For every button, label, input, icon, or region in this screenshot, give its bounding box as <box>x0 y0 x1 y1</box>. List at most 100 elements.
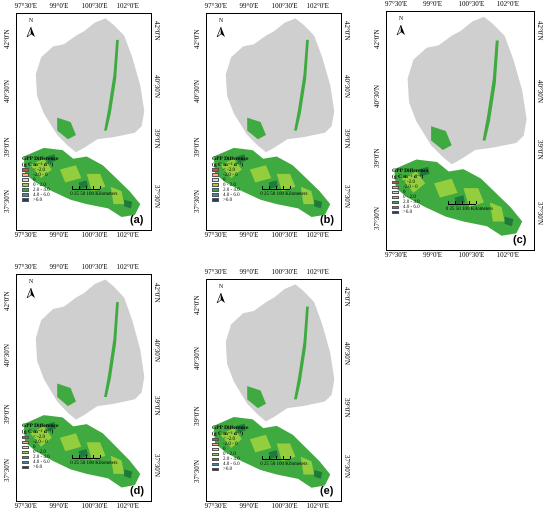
latitude-tick-left: 37°30'N <box>193 189 201 213</box>
oasis-strip <box>431 126 452 151</box>
legend-swatch <box>22 440 29 445</box>
legend-item: 4.0 - 6.0 <box>392 205 428 210</box>
legend-label: 0 - 2.0 <box>223 451 236 457</box>
legend-item: 2.0 - 4.0 <box>212 457 248 462</box>
panel-label: (b) <box>320 214 335 226</box>
legend-swatch <box>22 465 29 470</box>
legend-label: 2.0 - 4.0 <box>223 187 240 193</box>
longitude-tick-top: 100°30'E <box>271 2 298 10</box>
longitude-tick-top: 97°30'E <box>14 2 38 10</box>
longitude-tick-bottom: 100°30'E <box>81 502 108 510</box>
latitude-tick-left: 40°30'N <box>373 85 381 109</box>
scale-line <box>72 185 102 190</box>
north-arrow: N <box>26 279 36 303</box>
legend-title: GPP Difference <box>212 424 249 431</box>
legend-label: 0 - 2.0 <box>33 450 46 456</box>
legend-label: >6.0 <box>223 466 233 472</box>
legend-label: 0 <box>223 177 226 183</box>
legend-item: 0 <box>22 178 58 183</box>
map-frame <box>16 274 152 502</box>
legend-label: 0 - 2.0 <box>33 182 46 188</box>
longitude-tick-bottom: 102°0'E <box>116 231 139 239</box>
longitude-tick-bottom: 102°0'E <box>116 502 139 510</box>
legend-item: 0 <box>22 445 58 450</box>
longitude-tick-bottom: 97°30'E <box>204 231 228 239</box>
legend-label: 4.0 - 6.0 <box>33 192 50 198</box>
latitude-tick-left: 39°0'N <box>3 136 11 157</box>
region-light-green-patches <box>220 158 315 205</box>
legend-label: -2.0 - 0 <box>33 172 48 178</box>
longitude-tick-bottom: 102°0'E <box>306 502 329 510</box>
north-arrow: N <box>26 18 36 42</box>
legend-swatch <box>212 447 219 452</box>
legend-item: 4.0 - 6.0 <box>212 193 248 198</box>
legend-swatch <box>212 168 219 172</box>
gpp-difference-map <box>213 18 335 218</box>
legend-item: -2.0 - 0 <box>22 440 58 445</box>
legend-item: -2.0 - 0 <box>22 173 58 178</box>
legend-swatch <box>392 180 399 185</box>
legend-item: -2.0 - 0 <box>212 173 248 178</box>
legend-item: < -2.0 <box>392 180 428 185</box>
legend-item: >6.0 <box>22 465 58 470</box>
legend-unit: (g C m⁻² d⁻¹) <box>22 429 54 436</box>
legend-label: 0 <box>33 445 36 451</box>
longitude-tick-bottom: 99°0'E <box>49 231 69 239</box>
longitude-tick-top: 102°0'E <box>306 2 329 10</box>
longitude-tick-bottom: 97°30'E <box>14 502 38 510</box>
gpp-difference-map <box>23 279 145 488</box>
latitude-tick-right: 42°0'N <box>343 287 351 307</box>
river-strip <box>294 306 309 400</box>
longitude-tick-bottom: 97°30'E <box>14 231 38 239</box>
legend-swatch <box>212 198 219 202</box>
legend-title: GPP Difference <box>212 155 249 162</box>
latitude-tick-right: 42°0'N <box>153 20 161 41</box>
legend-swatch <box>392 195 399 200</box>
legend-item: 4.0 - 6.0 <box>22 460 58 465</box>
legend-unit: (g C m⁻² d⁻¹) <box>22 161 54 168</box>
longitude-tick-bottom: 99°0'E <box>423 251 442 259</box>
legend-swatch <box>212 467 219 472</box>
north-label: N <box>398 16 404 22</box>
legend-label: 4.0 - 6.0 <box>33 460 50 466</box>
north-arrow-icon <box>396 24 405 36</box>
longitude-tick-top: 102°0'E <box>116 2 139 10</box>
region-light-green-patches <box>401 171 505 222</box>
legend-label: 0 <box>33 177 36 183</box>
legend-swatch <box>22 173 29 177</box>
legend-label: >6.0 <box>33 197 43 203</box>
longitude-tick-bottom: 100°30'E <box>458 251 485 259</box>
legend-swatch <box>22 455 29 460</box>
latitude-tick-left: 39°0'N <box>193 136 201 157</box>
map-frame <box>386 11 535 251</box>
longitude-tick-bottom: 99°0'E <box>239 502 259 510</box>
longitude-tick-bottom: 102°0'E <box>306 231 329 239</box>
legend-swatch <box>22 435 29 440</box>
latitude-tick-right: 37°30'N <box>343 455 351 479</box>
longitude-tick-top: 97°30'E <box>204 268 228 276</box>
longitude-tick-top: 97°30'E <box>204 2 228 10</box>
north-arrow-icon <box>26 287 35 299</box>
map-frame <box>206 279 342 502</box>
legend-swatch <box>212 178 219 182</box>
latitude-tick-left: 42°0'N <box>193 28 201 49</box>
longitude-tick-bottom: 100°30'E <box>271 502 298 510</box>
legend-title: GPP Difference <box>22 155 59 162</box>
legend-swatch <box>212 188 219 192</box>
map-panel-d: 97°30'E 99°0'E 100°30'E 102°0'E 97°30'E … <box>0 263 162 513</box>
latitude-tick-right: 42°0'N <box>153 282 161 303</box>
legend-label: < -2.0 <box>223 436 235 442</box>
region-gray-area <box>35 279 145 420</box>
scale-labels: 0 25 50 100 Kilometers <box>260 191 308 197</box>
longitude-tick-top: 97°30'E <box>384 0 408 8</box>
latitude-tick-right: 37°30'N <box>153 184 161 208</box>
legend: GPP Difference (g C m⁻² d⁻¹) < -2.0 -2.0 … <box>22 423 58 470</box>
north-arrow-icon <box>216 26 225 38</box>
latitude-tick-left: 39°0'N <box>373 148 381 168</box>
river-strip <box>104 39 119 131</box>
scale-line <box>262 455 292 460</box>
latitude-tick-right: 40°30'N <box>153 74 161 98</box>
